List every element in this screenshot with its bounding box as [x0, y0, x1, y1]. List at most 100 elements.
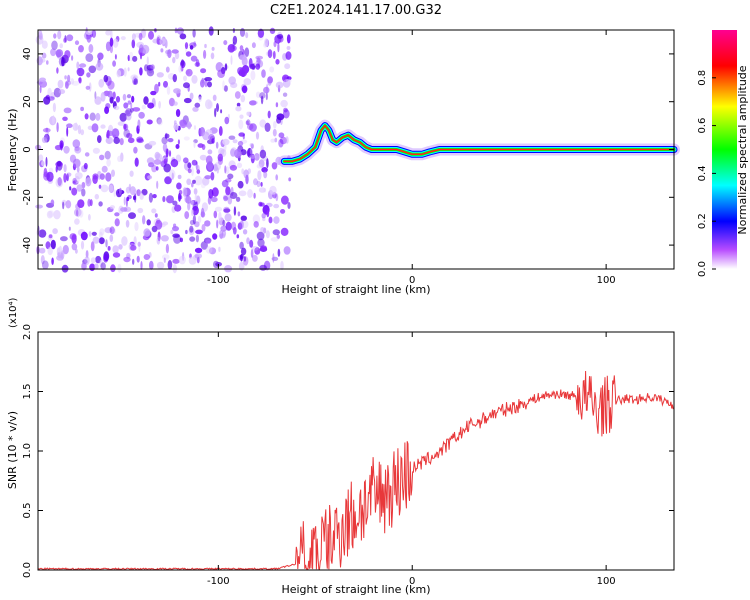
colorbar-tick-label: 0.2: [697, 213, 708, 229]
noise-speckle: [275, 174, 279, 181]
noise-speckle: [123, 123, 127, 130]
noise-speckle: [261, 167, 268, 173]
noise-speckle: [261, 69, 266, 78]
noise-speckle: [39, 80, 48, 88]
noise-speckle: [69, 154, 77, 163]
noise-speckle: [258, 159, 265, 168]
noise-speckle: [243, 256, 247, 262]
noise-speckle: [85, 53, 94, 62]
noise-speckle: [189, 45, 194, 50]
noise-speckle: [222, 80, 225, 91]
noise-speckle: [172, 56, 176, 64]
noise-speckle: [155, 153, 162, 161]
noise-speckle: [57, 30, 62, 40]
noise-speckle: [207, 149, 213, 155]
noise-speckle: [105, 172, 112, 182]
noise-speckle: [166, 86, 171, 95]
noise-speckle: [214, 206, 223, 212]
noise-speckle: [241, 85, 248, 94]
noise-speckle: [239, 45, 244, 51]
noise-speckle: [156, 236, 161, 245]
noise-speckle: [217, 69, 226, 78]
noise-speckle: [265, 230, 270, 239]
y-tick-label: 0.5: [22, 503, 33, 519]
noise-speckle: [171, 49, 179, 54]
noise-speckle: [95, 112, 101, 121]
noise-speckle: [243, 169, 249, 179]
noise-speckle: [175, 109, 181, 117]
noise-speckle: [286, 76, 292, 81]
noise-speckle: [39, 85, 42, 94]
noise-speckle: [259, 149, 267, 159]
noise-speckle: [280, 209, 286, 214]
noise-speckle: [53, 33, 57, 39]
noise-speckle: [250, 153, 255, 164]
spectrogram-xlabel: Height of straight line (km): [281, 283, 430, 296]
noise-speckle: [99, 228, 105, 236]
noise-speckle: [100, 184, 109, 193]
noise-speckle: [172, 258, 180, 264]
noise-speckle: [100, 92, 106, 102]
noise-speckle: [223, 195, 229, 202]
noise-speckle: [46, 60, 49, 65]
noise-speckle: [253, 221, 259, 228]
noise-speckle: [94, 96, 102, 105]
noise-speckle: [267, 49, 273, 59]
noise-speckle: [99, 259, 103, 268]
noise-speckle: [60, 236, 68, 242]
noise-speckle: [41, 40, 48, 49]
noise-speckle: [263, 188, 267, 193]
noise-speckle: [98, 78, 105, 88]
noise-speckle: [114, 54, 117, 60]
noise-speckle: [104, 106, 110, 114]
noise-speckle: [172, 200, 178, 206]
noise-speckle: [88, 231, 92, 237]
noise-speckle: [259, 264, 267, 271]
noise-speckle: [223, 85, 228, 92]
noise-speckle: [85, 250, 89, 259]
noise-speckle: [178, 28, 181, 36]
noise-speckle: [163, 158, 168, 165]
x-tick-label: 100: [597, 576, 616, 587]
noise-speckle: [38, 154, 44, 162]
noise-speckle: [45, 127, 49, 132]
noise-speckle: [251, 42, 256, 49]
noise-speckle: [66, 126, 69, 137]
noise-speckle: [106, 158, 111, 167]
noise-speckle: [239, 254, 245, 259]
noise-speckle: [187, 162, 192, 169]
noise-speckle: [84, 152, 90, 157]
noise-speckle: [44, 133, 48, 140]
noise-speckle: [134, 221, 139, 232]
noise-speckle: [110, 29, 113, 40]
noise-speckle: [284, 63, 291, 70]
noise-speckle: [247, 147, 253, 158]
colorbar-tick-label: 0.6: [697, 118, 708, 134]
noise-speckle: [121, 236, 128, 246]
noise-speckle: [103, 253, 109, 263]
noise-speckle: [58, 56, 66, 67]
noise-speckle: [183, 136, 190, 141]
noise-speckle: [225, 178, 232, 183]
noise-speckle: [191, 205, 199, 216]
noise-speckle: [76, 67, 85, 77]
noise-speckle: [178, 65, 183, 73]
noise-speckle: [58, 89, 66, 95]
noise-speckle: [273, 121, 277, 129]
noise-speckle: [223, 206, 230, 214]
noise-speckle: [269, 185, 277, 195]
noise-speckle: [230, 221, 237, 231]
noise-speckle: [76, 61, 80, 70]
noise-speckle: [270, 237, 279, 242]
noise-speckle: [84, 113, 89, 120]
y-tick-label: 1.0: [22, 443, 33, 459]
noise-speckle: [254, 247, 261, 255]
noise-speckle: [166, 195, 174, 204]
noise-speckle: [160, 48, 164, 53]
noise-speckle: [243, 78, 252, 86]
noise-speckle: [111, 169, 115, 177]
noise-speckle: [218, 126, 223, 136]
noise-speckle: [228, 135, 236, 140]
noise-speckle: [260, 182, 263, 187]
noise-speckle: [128, 183, 132, 192]
